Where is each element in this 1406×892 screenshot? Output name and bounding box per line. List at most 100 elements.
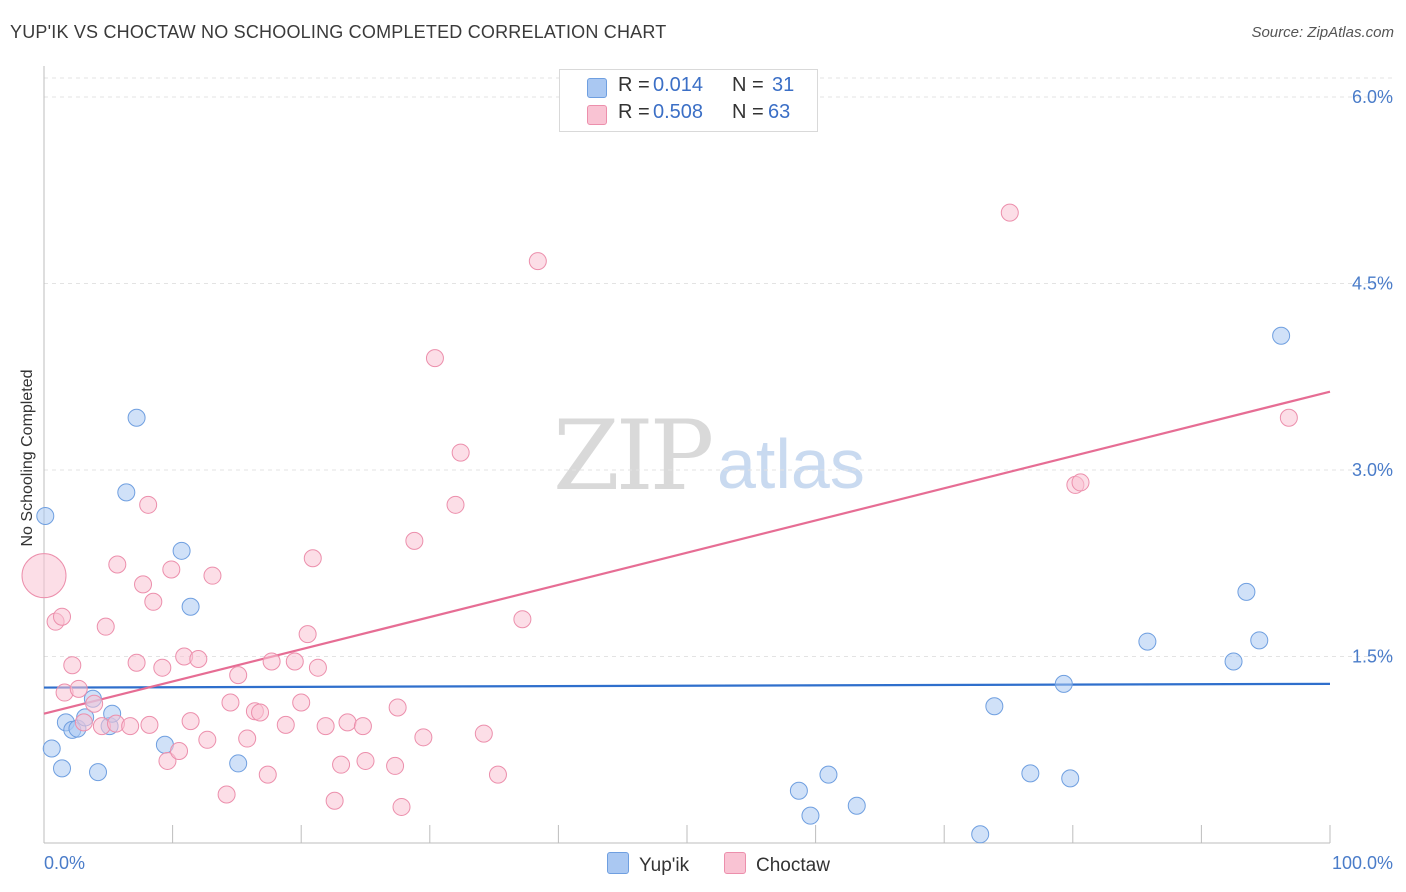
choctaw-point: [251, 703, 270, 722]
yupik-point: [1224, 652, 1243, 671]
yupik-point: [117, 483, 136, 502]
legend-item-yupik: Yup'ik: [607, 852, 689, 877]
trend-lines: [43, 390, 1331, 715]
stats-n-label: N =: [732, 74, 764, 96]
choctaw-point: [1279, 408, 1298, 427]
choctaw-point: [425, 349, 444, 368]
choctaw-point: [353, 717, 372, 736]
yupik-point: [985, 697, 1004, 716]
choctaw-point: [308, 658, 327, 677]
choctaw-point: [127, 653, 146, 672]
choctaw-point: [189, 649, 208, 668]
choctaw-point: [139, 495, 158, 514]
yupik-point: [971, 825, 990, 844]
x-tick-label: 100.0%: [1332, 853, 1393, 873]
legend-item-choctaw: Choctaw: [724, 852, 830, 877]
stats-n-value: 31: [772, 74, 795, 96]
choctaw-point: [528, 252, 547, 271]
choctaw-point: [198, 730, 217, 749]
yupik-point: [789, 781, 808, 800]
y-tick-label: 4.5%: [1352, 274, 1393, 294]
legend-label-choctaw: Choctaw: [756, 855, 830, 876]
choctaw-point: [1071, 473, 1090, 492]
choctaw-point: [203, 566, 222, 585]
choctaw-point: [162, 560, 181, 579]
choctaw-point: [388, 698, 407, 717]
yupik-point: [819, 765, 838, 784]
choctaw-point: [121, 717, 140, 736]
stats-swatch-choctaw: [587, 105, 607, 125]
stats-r-value: 0.508: [653, 101, 704, 123]
watermark-zip: ZIP: [553, 400, 714, 512]
stats-n-value: 63: [768, 101, 791, 123]
choctaw-point: [53, 607, 72, 626]
yupik-point: [36, 507, 55, 526]
choctaw-point: [140, 715, 159, 734]
choctaw-point: [63, 656, 82, 675]
choctaw-point: [258, 765, 277, 784]
yupik-point: [229, 754, 248, 773]
y-tick-label: 6.0%: [1352, 87, 1393, 107]
legend-swatch-yupik: [607, 852, 629, 874]
stats-r-label: R =: [618, 101, 650, 123]
choctaw-point: [513, 610, 532, 629]
tick-labels: 1.5% 3.0% 4.5% 6.0% 0.0% 100.0%: [44, 87, 1393, 873]
stats-r-label: R =: [618, 74, 650, 96]
choctaw-point: [356, 751, 375, 770]
choctaw-point: [217, 785, 236, 804]
choctaw-point: [238, 729, 257, 748]
choctaw-point: [316, 717, 335, 736]
choctaw-point: [144, 592, 163, 611]
axes: [43, 66, 1331, 844]
yupik-point: [1021, 764, 1040, 783]
choctaw-point: [96, 617, 115, 636]
choctaw-point: [21, 553, 67, 599]
choctaw-point: [153, 658, 172, 677]
stats-swatch-yupik: [587, 78, 607, 98]
yupik-point: [1237, 582, 1256, 601]
choctaw-point: [446, 495, 465, 514]
choctaw-point: [303, 549, 322, 568]
choctaw-point: [338, 713, 357, 732]
choctaw-trend-line: [43, 390, 1331, 715]
choctaw-point: [221, 693, 240, 712]
yupik-point: [181, 597, 200, 616]
choctaw-point: [332, 755, 351, 774]
choctaw-point: [292, 693, 311, 712]
choctaw-point: [298, 625, 317, 644]
choctaw-point: [405, 531, 424, 550]
yupik-point: [801, 806, 820, 825]
yupik-point: [127, 408, 146, 427]
choctaw-point: [85, 694, 104, 713]
choctaw-point: [158, 751, 177, 770]
y-tick-label: 1.5%: [1352, 647, 1393, 667]
yupik-point: [1054, 674, 1073, 693]
yupik-trend-line: [43, 682, 1331, 689]
watermark-atlas: atlas: [717, 425, 865, 503]
y-tick-label: 3.0%: [1352, 460, 1393, 480]
yupik-point: [1272, 326, 1291, 345]
choctaw-point: [134, 575, 153, 594]
data-points: [21, 203, 1298, 844]
yupik-point: [53, 759, 72, 778]
legend-swatch-choctaw: [724, 852, 746, 874]
choctaw-point: [285, 652, 304, 671]
stats-n-label: N =: [732, 101, 764, 123]
yupik-point: [847, 796, 866, 815]
choctaw-point: [262, 652, 281, 671]
yupik-point: [1061, 769, 1080, 788]
yupik-point: [172, 541, 191, 560]
choctaw-point: [386, 756, 405, 775]
choctaw-point: [488, 765, 507, 784]
choctaw-point: [181, 712, 200, 731]
yupik-point: [89, 763, 108, 782]
choctaw-point: [414, 728, 433, 747]
choctaw-point: [451, 443, 470, 462]
choctaw-point: [74, 713, 93, 732]
choctaw-point: [69, 679, 88, 698]
stats-r-value: 0.014: [653, 74, 704, 96]
x-tick-label: 0.0%: [44, 853, 85, 873]
choctaw-point: [276, 715, 295, 734]
choctaw-point: [325, 791, 344, 810]
